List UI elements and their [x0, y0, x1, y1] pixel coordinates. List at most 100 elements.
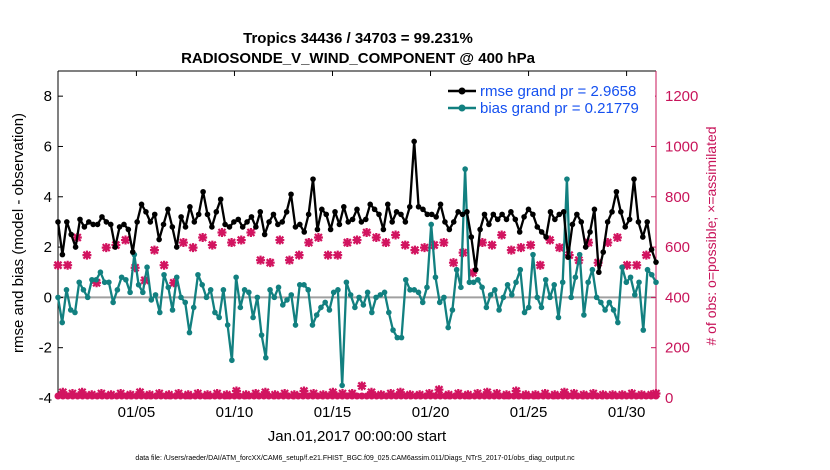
bias-point	[568, 294, 574, 301]
obs-assimilated-point	[530, 390, 540, 400]
x-tick-label: 01/30	[608, 404, 646, 421]
rmse-point	[72, 244, 79, 250]
rmse-point	[552, 216, 558, 223]
obs-assimilated-point	[164, 390, 174, 400]
bias-point	[309, 322, 316, 328]
obs-assimilated-point	[231, 386, 241, 396]
bias-point	[246, 289, 252, 296]
rmse-point	[257, 209, 264, 215]
obs-assimilated-point	[410, 245, 420, 255]
obs-assimilated-point	[53, 260, 63, 270]
bias-point	[127, 289, 133, 296]
bias-point	[178, 294, 184, 301]
obs-assimilated-point	[526, 240, 536, 250]
obs-assimilated-point	[270, 390, 280, 400]
rmse-point	[156, 236, 162, 243]
obs-assimilated-point	[362, 228, 372, 237]
rmse-point	[341, 204, 347, 210]
bias-point	[504, 282, 511, 288]
y-right-tick-label: 1000	[665, 138, 698, 155]
bias-point	[424, 284, 430, 291]
rmse-point	[596, 269, 602, 276]
obs-assimilated-point	[87, 390, 97, 400]
bias-point	[224, 322, 231, 328]
rmse-point	[94, 221, 101, 228]
rmse-point	[231, 219, 237, 225]
rmse-point	[244, 219, 250, 225]
bias-point	[326, 307, 333, 313]
obs-assimilated-point	[357, 381, 367, 391]
rmse-point	[560, 209, 567, 215]
bias-point	[593, 294, 600, 301]
obs-assimilated-point	[174, 388, 184, 398]
bias-point	[445, 324, 451, 331]
obs-assimilated-point	[439, 238, 449, 248]
obs-assimilated-point	[149, 245, 159, 255]
rmse-point	[376, 211, 382, 218]
bias-point	[470, 279, 477, 286]
rmse-point	[618, 209, 624, 215]
bias-point	[386, 309, 392, 316]
bias-point	[441, 294, 447, 301]
bias-point	[407, 287, 413, 293]
bias-point	[271, 294, 278, 301]
bias-point	[216, 314, 222, 321]
bias-point	[462, 166, 468, 172]
obs-assimilated-point	[545, 235, 555, 245]
bias-line	[56, 167, 658, 387]
bias-point	[564, 176, 570, 182]
rmse-point	[182, 224, 189, 230]
bias-point	[330, 289, 337, 296]
rmse-point	[631, 176, 637, 182]
bias-point	[419, 299, 426, 306]
legend-bias-label: bias grand pr = 0.21779	[480, 100, 639, 117]
rmse-point	[209, 224, 215, 230]
obs-assimilated-point	[448, 258, 458, 268]
rmse-point	[261, 231, 268, 238]
x-tick-label: 01/05	[118, 404, 156, 421]
obs-assimilated-point	[251, 388, 261, 398]
bias-point	[402, 276, 409, 283]
rmse-point	[125, 226, 132, 233]
rmse-point	[367, 201, 373, 208]
bias-point	[203, 294, 210, 301]
obs-assimilated-point	[236, 235, 246, 245]
bias-point	[144, 264, 150, 271]
obs-assimilated-point	[347, 388, 357, 398]
obs-assimilated-point	[641, 250, 651, 260]
bias-point	[530, 251, 536, 258]
rmse-point	[468, 234, 475, 240]
obs-assimilated-point	[420, 243, 430, 253]
bias-point	[220, 287, 227, 293]
rmse-point	[525, 206, 532, 213]
obs-assimilated-point	[637, 390, 647, 400]
bias-point	[381, 289, 388, 296]
bias-point	[335, 287, 341, 293]
bias-point	[72, 309, 78, 316]
obs-assimilated-point	[482, 387, 492, 397]
bias-point	[275, 284, 282, 291]
rmse-point	[424, 211, 431, 218]
y-tick-label: 4	[44, 189, 52, 206]
obs-assimilated-point	[222, 390, 232, 400]
bias-point	[373, 294, 379, 301]
y-tick-label: 8	[44, 88, 52, 105]
rmse-point	[653, 259, 659, 265]
rmse-point	[371, 206, 378, 213]
bias-point	[551, 282, 558, 288]
obs-assimilated-point	[651, 388, 661, 398]
obs-assimilated-point	[265, 258, 275, 268]
obs-assimilated-point	[299, 386, 309, 396]
bias-point	[284, 297, 290, 303]
bias-point	[258, 332, 265, 338]
bias-point	[521, 309, 528, 316]
rmse-point	[565, 254, 571, 260]
bias-point	[110, 299, 116, 306]
bias-point	[97, 269, 104, 276]
obs-assimilated-point	[256, 255, 266, 265]
bias-point	[572, 274, 579, 281]
bias-point	[89, 276, 95, 283]
rmse-point	[411, 138, 417, 145]
obs-assimilated-point	[280, 388, 290, 398]
obs-assimilated-point	[169, 278, 179, 288]
